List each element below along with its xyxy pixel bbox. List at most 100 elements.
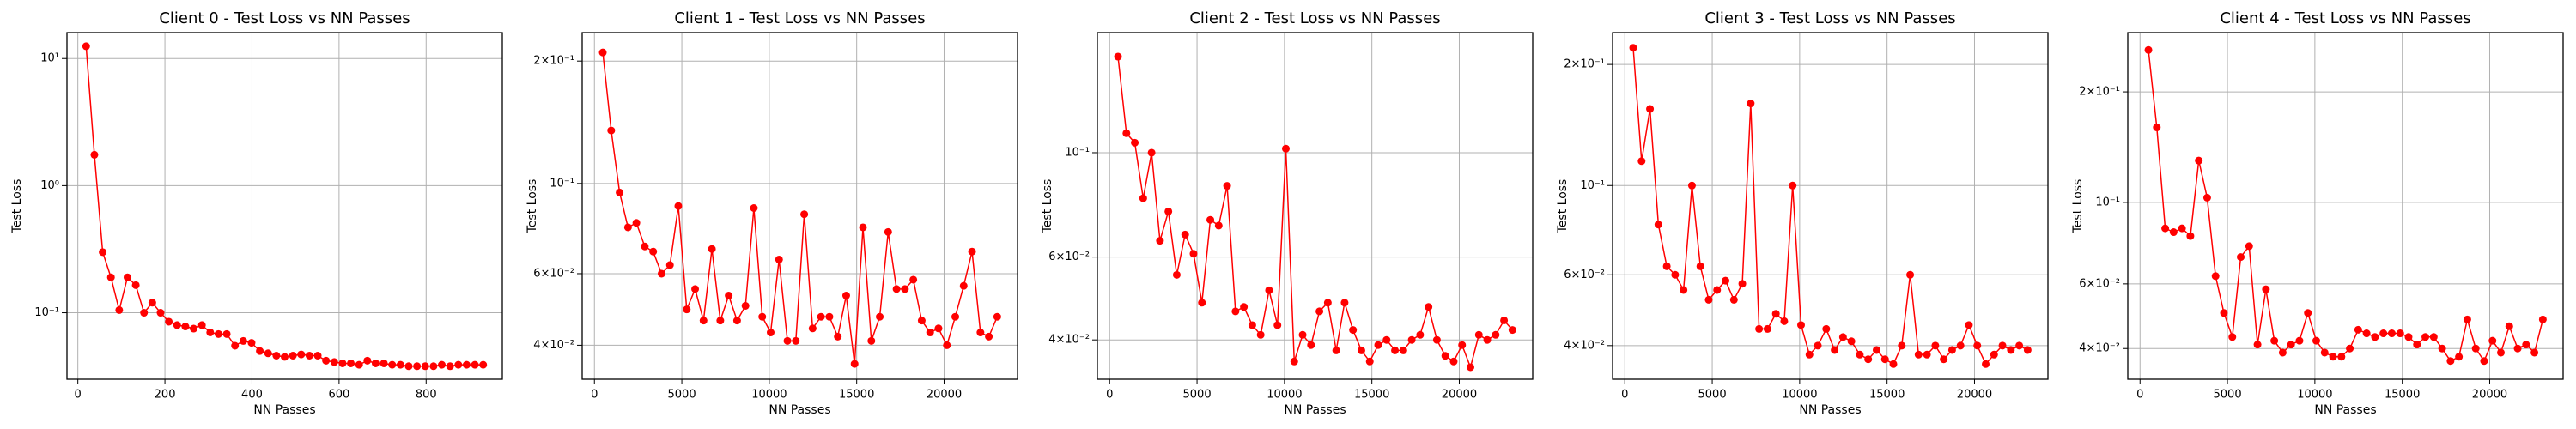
loss-point bbox=[716, 317, 725, 325]
loss-point bbox=[2354, 325, 2362, 334]
loss-point bbox=[959, 281, 968, 290]
loss-point bbox=[841, 291, 850, 299]
loss-line bbox=[2148, 50, 2544, 363]
loss-point bbox=[1847, 337, 1856, 346]
y-axis-label: Test Loss bbox=[10, 179, 24, 234]
plot-frame bbox=[2127, 32, 2564, 380]
loss-point bbox=[1637, 157, 1646, 166]
loss-point bbox=[438, 360, 447, 369]
loss-line bbox=[85, 45, 483, 367]
loss-point bbox=[173, 321, 181, 329]
loss-point bbox=[2488, 336, 2497, 345]
loss-point bbox=[222, 329, 231, 338]
loss-point bbox=[1298, 330, 1307, 339]
loss-point bbox=[2195, 156, 2203, 165]
loss-line bbox=[602, 52, 999, 365]
y-tick-label: 2×10⁻¹ bbox=[2079, 86, 2120, 99]
x-tick-label: 5000 bbox=[1698, 389, 1727, 402]
loss-point bbox=[691, 285, 700, 293]
loss-point bbox=[2186, 232, 2195, 240]
loss-point bbox=[1492, 330, 1500, 339]
loss-point bbox=[1763, 324, 1771, 333]
loss-point bbox=[876, 312, 884, 321]
loss-point bbox=[106, 273, 115, 281]
loss-point bbox=[239, 336, 247, 345]
loss-point bbox=[1805, 350, 1814, 359]
loss-point bbox=[2413, 341, 2421, 349]
loss-point bbox=[330, 358, 338, 366]
chart-title: Client 4 - Test Loss vs NN Passes bbox=[2220, 9, 2470, 27]
loss-point bbox=[1998, 341, 2007, 350]
loss-point bbox=[1722, 276, 1730, 285]
loss-point bbox=[674, 202, 683, 210]
loss-point bbox=[1771, 310, 1780, 318]
chart-title: Client 0 - Test Loss vs NN Passes bbox=[159, 9, 410, 27]
loss-point bbox=[943, 341, 951, 349]
loss-point bbox=[404, 362, 413, 371]
loss-point bbox=[2497, 348, 2506, 357]
loss-point bbox=[817, 312, 825, 321]
loss-point bbox=[1947, 346, 1956, 354]
loss-point bbox=[1671, 270, 1680, 279]
loss-point bbox=[2312, 336, 2320, 345]
loss-point bbox=[2007, 346, 2015, 354]
loss-point bbox=[1349, 326, 1358, 335]
loss-point bbox=[355, 360, 363, 369]
loss-point bbox=[1248, 321, 1256, 329]
loss-point bbox=[338, 359, 347, 367]
loss-point bbox=[2015, 341, 2024, 350]
y-tick-label: 4×10⁻² bbox=[2079, 342, 2120, 355]
loss-point bbox=[1374, 341, 1382, 349]
loss-point bbox=[1906, 270, 1915, 279]
loss-point bbox=[1789, 181, 1797, 190]
loss-point bbox=[623, 223, 632, 232]
loss-point bbox=[1838, 333, 1847, 341]
loss-point bbox=[2304, 309, 2312, 317]
loss-point bbox=[926, 329, 934, 337]
loss-point bbox=[1458, 341, 1467, 349]
loss-point bbox=[741, 301, 750, 310]
loss-point bbox=[800, 210, 809, 219]
loss-point bbox=[825, 312, 834, 321]
loss-point bbox=[305, 351, 313, 360]
loss-point bbox=[347, 359, 355, 367]
loss-point bbox=[462, 360, 471, 369]
x-tick-label: 15000 bbox=[1869, 389, 1905, 402]
y-tick-label: 6×10⁻² bbox=[1048, 251, 1090, 263]
loss-point bbox=[206, 328, 215, 336]
loss-point bbox=[1629, 44, 1637, 52]
loss-point bbox=[867, 336, 876, 345]
loss-point bbox=[917, 317, 926, 325]
x-tick-label: 600 bbox=[328, 389, 349, 402]
loss-point bbox=[2429, 333, 2438, 341]
loss-point bbox=[2471, 344, 2480, 353]
loss-point bbox=[2329, 353, 2337, 361]
loss-point bbox=[758, 312, 767, 321]
loss-point bbox=[231, 341, 240, 350]
loss-point bbox=[1814, 341, 1822, 350]
loss-point bbox=[1323, 299, 1332, 307]
loss-point bbox=[2463, 315, 2471, 323]
loss-point bbox=[396, 360, 404, 369]
loss-line bbox=[1632, 47, 2028, 366]
loss-point bbox=[1172, 270, 1181, 279]
loss-point bbox=[2153, 124, 2161, 132]
loss-point bbox=[683, 305, 691, 314]
loss-point bbox=[985, 332, 993, 341]
loss-point bbox=[140, 309, 149, 317]
y-axis-label: Test Loss bbox=[1041, 179, 1054, 234]
loss-point bbox=[1391, 346, 1400, 354]
loss-point bbox=[1315, 307, 1324, 316]
loss-point bbox=[2438, 344, 2446, 353]
loss-point bbox=[1713, 286, 1722, 294]
loss-point bbox=[616, 188, 624, 196]
loss-point bbox=[1407, 335, 1416, 344]
x-tick-label: 10000 bbox=[1782, 389, 1817, 402]
loss-point bbox=[951, 312, 960, 321]
loss-point bbox=[1914, 350, 1923, 359]
loss-point bbox=[1231, 307, 1240, 316]
plot-frame bbox=[1612, 32, 2049, 380]
x-axis-label: NN Passes bbox=[1799, 403, 1861, 417]
loss-point bbox=[1265, 286, 1273, 294]
loss-point bbox=[2295, 336, 2304, 345]
